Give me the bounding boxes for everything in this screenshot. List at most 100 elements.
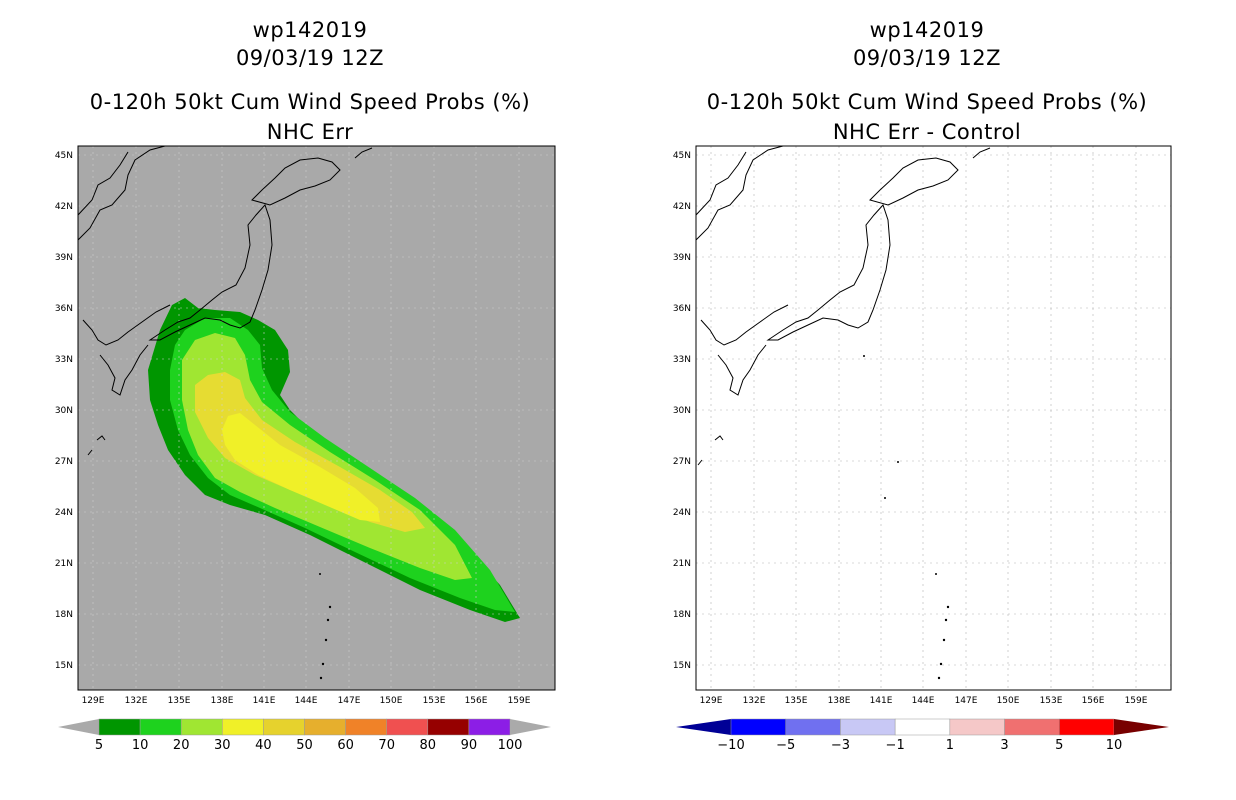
- right-colorbar: −10 −5 −3 −1 1 3 5 10: [676, 718, 1169, 753]
- right-colorbar-box: [1059, 718, 1115, 736]
- lon-label: 156E: [465, 696, 488, 706]
- left-colorbar-label: 80: [420, 738, 437, 753]
- lon-label: 144E: [912, 696, 935, 706]
- right-colorbar-cap-high: [1114, 719, 1169, 735]
- left-colorbar: 5 10 20 30 40 50 60 70 80 90 100: [58, 718, 551, 753]
- lat-label: 36N: [673, 304, 691, 314]
- right-subtitle: NHC Err - Control: [832, 120, 1022, 144]
- lon-label: 135E: [785, 696, 808, 706]
- left-colorbar-box: [139, 718, 182, 736]
- right-storm-id: wp142019: [869, 18, 985, 42]
- lon-label: 150E: [380, 696, 403, 706]
- right-colorbar-label: 3: [1000, 738, 1008, 753]
- lon-label: 156E: [1082, 696, 1105, 706]
- left-product-title: 0-120h 50kt Cum Wind Speed Probs (%): [89, 90, 531, 114]
- right-lon-labels: 129E 132E 135E 138E 141E 144E 147E 150E …: [700, 696, 1148, 706]
- left-colorbar-label: 30: [214, 738, 231, 753]
- right-map-frame: [695, 145, 1172, 691]
- right-map-background: [696, 146, 1171, 690]
- lat-label: 24N: [673, 508, 691, 518]
- right-colorbar-label: −5: [776, 738, 795, 753]
- right-islands: [863, 355, 950, 680]
- right-colorbar-label: −10: [717, 738, 744, 753]
- lon-label: 141E: [253, 696, 276, 706]
- right-coastlines: [695, 145, 991, 466]
- lat-label: 39N: [55, 253, 73, 263]
- left-colorbar-label: 100: [498, 738, 523, 753]
- lon-label: 159E: [508, 696, 531, 706]
- right-colorbar-box: [785, 718, 841, 736]
- lon-label: 135E: [168, 696, 191, 706]
- left-colorbar-box: [386, 718, 429, 736]
- left-colorbar-box: [180, 718, 223, 736]
- lat-label: 45N: [673, 151, 691, 161]
- lat-label: 15N: [673, 661, 691, 671]
- left-coastlines: [77, 145, 373, 456]
- lon-label: 147E: [338, 696, 361, 706]
- lon-label: 144E: [295, 696, 318, 706]
- left-colorbar-label: 5: [95, 738, 103, 753]
- left-colorbar-label: 40: [255, 738, 272, 753]
- lat-label: 24N: [55, 508, 73, 518]
- left-colorbar-label: 50: [296, 738, 313, 753]
- left-gridlines: [78, 146, 555, 690]
- lon-label: 129E: [82, 696, 105, 706]
- lat-label: 30N: [673, 406, 691, 416]
- left-colorbar-box: [263, 718, 305, 736]
- right-colorbar-box: [840, 718, 896, 736]
- left-colorbar-label: 10: [132, 738, 149, 753]
- lon-label: 153E: [423, 696, 446, 706]
- lon-label: 150E: [997, 696, 1020, 706]
- left-colorbar-label: 70: [378, 738, 395, 753]
- lat-label: 33N: [55, 355, 73, 365]
- lon-label: 132E: [743, 696, 766, 706]
- lon-label: 159E: [1125, 696, 1148, 706]
- left-map-frame: [77, 145, 556, 691]
- left-islands: [319, 573, 332, 680]
- right-colorbar-label: −1: [886, 738, 905, 753]
- right-colorbar-box: [894, 718, 951, 736]
- lat-label: 42N: [55, 202, 73, 212]
- left-colorbar-cap-high: [510, 719, 551, 735]
- left-colorbar-box: [304, 718, 346, 736]
- left-colorbar-box: [427, 718, 470, 736]
- lat-label: 15N: [55, 661, 73, 671]
- left-colorbar-label: 60: [337, 738, 354, 753]
- right-colorbar-box: [730, 718, 786, 736]
- right-product-title: 0-120h 50kt Cum Wind Speed Probs (%): [706, 90, 1148, 114]
- right-colorbar-label: 1: [946, 738, 954, 753]
- left-lat-labels: 45N 42N 39N 36N 33N 30N 27N 24N 21N 18N …: [55, 151, 73, 671]
- right-colorbar-cap-low: [676, 719, 731, 735]
- left-colorbar-box: [98, 718, 141, 736]
- lat-label: 18N: [55, 610, 73, 620]
- left-probability-contours: [148, 298, 520, 622]
- lat-label: 36N: [55, 304, 73, 314]
- right-colorbar-label: 10: [1106, 738, 1123, 753]
- left-colorbar-label: 20: [173, 738, 190, 753]
- right-datetime: 09/03/19 12Z: [852, 46, 1002, 70]
- lat-label: 21N: [673, 559, 691, 569]
- left-datetime: 09/03/19 12Z: [235, 46, 385, 70]
- lat-label: 42N: [673, 202, 691, 212]
- left-subtitle: NHC Err: [266, 120, 354, 144]
- left-colorbar-box: [222, 718, 264, 736]
- lon-label: 129E: [700, 696, 723, 706]
- lat-label: 21N: [55, 559, 73, 569]
- lat-label: 30N: [55, 406, 73, 416]
- lon-label: 141E: [870, 696, 893, 706]
- right-gridlines: [696, 146, 1171, 690]
- lat-label: 18N: [673, 610, 691, 620]
- left-colorbar-box: [468, 718, 511, 736]
- lon-label: 147E: [955, 696, 978, 706]
- lat-label: 45N: [55, 151, 73, 161]
- lat-label: 27N: [673, 457, 691, 467]
- left-colorbar-cap-low: [58, 719, 99, 735]
- lon-label: 138E: [211, 696, 234, 706]
- left-map: 45N 42N 39N 36N 33N 30N 27N 24N 21N 18N …: [55, 145, 556, 753]
- right-map: 45N 42N 39N 36N 33N 30N 27N 24N 21N 18N …: [673, 145, 1172, 753]
- right-colorbar-box: [1004, 718, 1060, 736]
- lon-label: 132E: [125, 696, 148, 706]
- lon-label: 138E: [828, 696, 851, 706]
- right-colorbar-box: [949, 718, 1005, 736]
- left-colorbar-box: [345, 718, 387, 736]
